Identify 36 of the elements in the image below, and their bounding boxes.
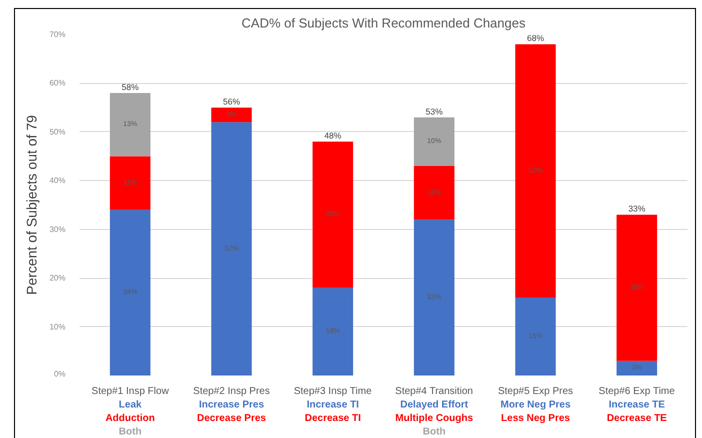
total-label: 56%	[222, 96, 240, 107]
bar	[211, 122, 252, 376]
category-label: Step#4 Transition Delayed Effort Multiple Coughs Both	[395, 386, 474, 438]
category-label: Step#5 Exp Pres More Neg Pres Less Neg Pres	[498, 386, 574, 424]
bar	[110, 156, 150, 210]
category-label: Step#6 Exp Time Increase TE Decrease TE	[598, 386, 675, 424]
bar	[110, 92, 150, 156]
y-tick-label: 0%	[54, 370, 66, 378]
y-tick-label: 50%	[49, 127, 66, 136]
bar	[211, 108, 252, 122]
bar	[312, 288, 354, 376]
y-tick-label: 30%	[49, 224, 66, 234]
bar	[414, 166, 454, 220]
category-label: Step#2 Insp Pres Increase Pres Decrease Pres	[193, 386, 270, 424]
y-tick-label: 60%	[49, 78, 66, 88]
bar	[312, 142, 354, 288]
bar	[616, 360, 658, 376]
total-label: 33%	[628, 204, 646, 214]
chart-title: CAD% of Subjects With Recommended Changes	[242, 16, 526, 30]
total-label: 48%	[324, 130, 342, 141]
bar	[515, 298, 556, 376]
y-tick-label: 70%	[49, 30, 66, 39]
y-axis-title: Percent of Subjects out of 79	[23, 114, 40, 295]
total-label: 53%	[426, 106, 444, 116]
bar	[515, 44, 556, 298]
bar	[616, 214, 658, 361]
y-tick-label: 40%	[49, 176, 66, 186]
y-tick-label: 20%	[49, 274, 66, 283]
category-label: Step#1 Insp Flow Leak Adduction Both	[92, 386, 169, 438]
category-label: Step#3 Insp Time Increase TI Decrease TI	[294, 386, 372, 424]
bar	[414, 117, 454, 166]
y-tick-label: 10%	[49, 322, 66, 332]
bar	[414, 220, 454, 376]
total-label: 58%	[122, 82, 140, 92]
bar	[110, 210, 150, 376]
total-label: 68%	[526, 33, 544, 44]
